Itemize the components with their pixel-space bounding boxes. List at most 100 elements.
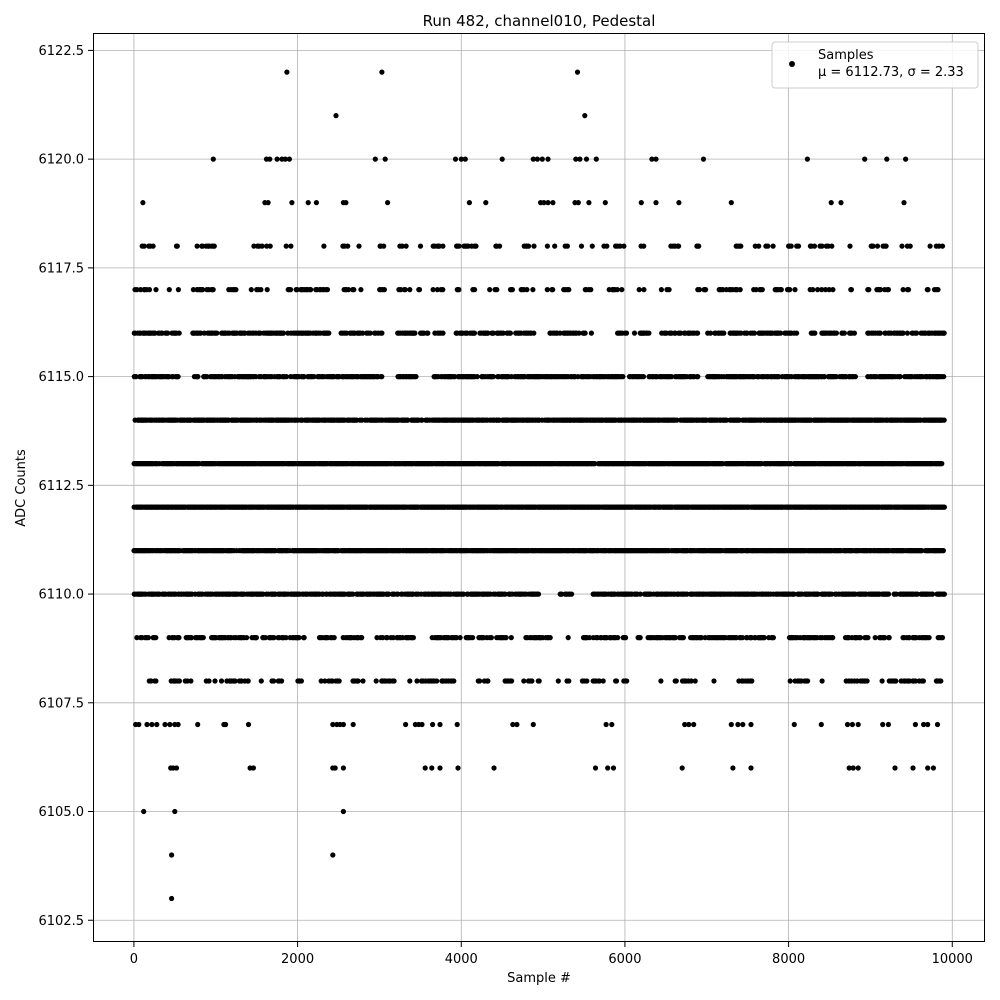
data-point	[819, 287, 825, 293]
data-point	[939, 461, 945, 467]
data-point	[169, 852, 175, 858]
data-point	[350, 721, 356, 728]
data-point	[676, 200, 682, 206]
data-point	[941, 504, 948, 510]
data-point	[884, 156, 890, 162]
data-point	[874, 243, 881, 249]
data-point	[815, 287, 821, 293]
data-point	[609, 721, 615, 728]
data-point	[434, 287, 440, 293]
data-point	[466, 200, 472, 206]
data-point	[552, 243, 558, 249]
data-point	[250, 765, 256, 771]
data-point	[925, 287, 931, 293]
data-point	[573, 156, 579, 162]
data-point	[788, 243, 794, 249]
data-point	[283, 243, 289, 249]
data-point	[282, 156, 288, 162]
data-point	[288, 287, 294, 293]
data-point	[847, 243, 853, 249]
data-point	[149, 721, 155, 728]
data-point	[653, 200, 659, 206]
data-point	[619, 287, 625, 293]
data-point	[248, 287, 254, 293]
data-point	[399, 243, 405, 249]
data-point	[636, 287, 642, 293]
data-point	[454, 721, 460, 728]
data-point	[700, 156, 707, 162]
data-point	[582, 330, 588, 336]
data-point	[623, 330, 630, 336]
data-point	[614, 287, 620, 293]
data-point	[833, 330, 840, 336]
data-point	[855, 721, 861, 728]
data-point	[507, 330, 513, 336]
data-point	[539, 156, 545, 162]
data-point	[491, 765, 497, 771]
data-point	[825, 243, 831, 249]
data-point	[455, 765, 461, 771]
data-point	[138, 287, 144, 293]
data-point	[440, 330, 446, 336]
data-point	[577, 156, 583, 162]
data-point	[265, 200, 271, 206]
data-point	[419, 721, 425, 728]
data-point	[274, 156, 280, 162]
data-point	[855, 765, 861, 771]
data-point	[379, 330, 385, 336]
data-point	[892, 765, 898, 771]
data-point	[695, 374, 701, 380]
data-point	[214, 330, 220, 336]
data-point	[575, 200, 581, 206]
data-point	[259, 243, 265, 249]
data-point	[804, 156, 811, 162]
data-point	[912, 721, 919, 728]
data-point	[583, 156, 590, 162]
data-point	[545, 200, 551, 206]
data-point	[846, 765, 852, 771]
data-point	[841, 330, 848, 336]
data-point	[223, 721, 229, 728]
data-point	[345, 287, 352, 293]
data-point	[150, 243, 156, 249]
data-point	[907, 243, 913, 249]
data-point	[367, 330, 373, 336]
data-point	[530, 287, 536, 293]
data-point	[162, 721, 168, 728]
data-point	[740, 721, 746, 728]
data-point	[566, 287, 572, 293]
data-point	[730, 765, 736, 771]
data-point	[759, 287, 765, 293]
data-point	[204, 374, 210, 380]
data-point	[284, 69, 290, 75]
data-point	[458, 156, 464, 162]
data-point	[471, 330, 478, 336]
data-point	[753, 287, 759, 293]
data-point	[176, 330, 182, 336]
data-point	[174, 243, 180, 249]
data-point	[437, 721, 443, 728]
data-point	[530, 156, 536, 162]
data-point	[425, 330, 431, 336]
data-point	[605, 765, 611, 771]
data-point	[927, 243, 933, 249]
data-point	[195, 374, 201, 380]
data-point	[778, 330, 784, 336]
data-point	[490, 374, 496, 380]
data-point	[153, 287, 159, 293]
data-point	[456, 243, 462, 249]
data-point	[190, 287, 196, 293]
data-point	[674, 417, 680, 423]
data-point	[452, 156, 459, 162]
data-point	[676, 243, 682, 249]
data-point	[340, 721, 346, 728]
data-point	[535, 591, 542, 597]
data-point	[258, 287, 264, 293]
data-point	[416, 287, 423, 293]
data-point	[340, 765, 346, 771]
data-point	[510, 721, 516, 728]
data-point	[851, 330, 858, 336]
data-point	[638, 200, 644, 206]
data-point	[398, 287, 404, 293]
data-point	[703, 287, 709, 293]
